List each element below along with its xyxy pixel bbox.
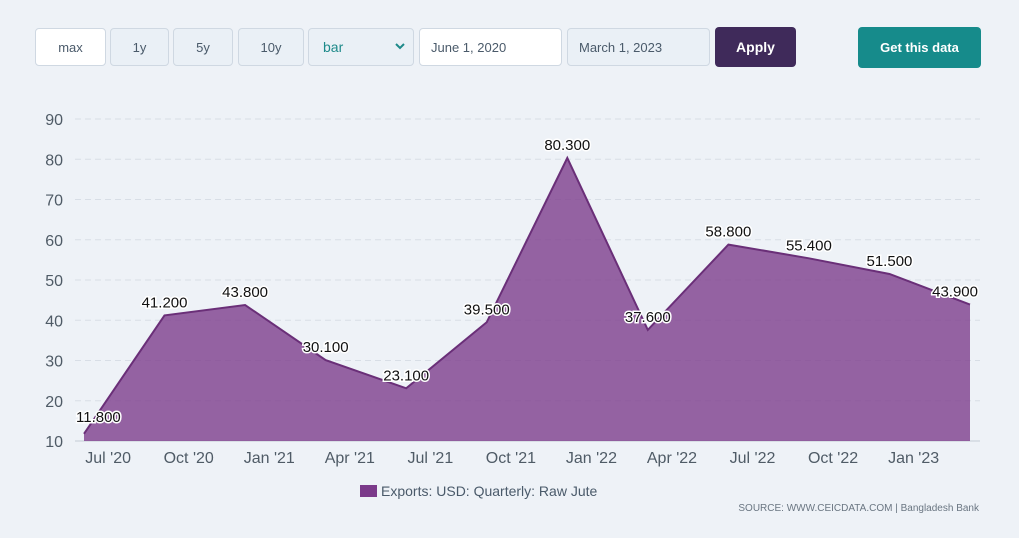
data-label: 80.300 [544, 137, 590, 154]
y-tick-label: 70 [45, 193, 63, 210]
y-tick-label: 30 [45, 354, 63, 371]
x-tick-label: Oct '21 [486, 450, 536, 467]
x-tick-label: Apr '22 [647, 450, 697, 467]
x-tick-label: Jan '21 [244, 450, 295, 467]
series-line [83, 155, 971, 435]
series-area [84, 158, 970, 441]
range-5y-button[interactable]: 5y [173, 28, 233, 66]
x-tick-label: Jul '20 [85, 450, 131, 467]
data-label: 43.800 [222, 284, 268, 301]
x-tick-label: Oct '22 [808, 450, 858, 467]
y-tick-label: 80 [45, 152, 63, 169]
y-tick-label: 10 [45, 434, 63, 451]
x-tick-label: Oct '20 [164, 450, 214, 467]
data-label: 23.100 [383, 367, 429, 384]
y-tick-label: 90 [45, 112, 63, 129]
source-note: SOURCE: WWW.CEICDATA.COM | Bangladesh Ba… [738, 503, 979, 514]
data-label: 58.800 [705, 224, 751, 241]
x-tick-label: Jul '22 [730, 450, 776, 467]
end-date-input[interactable]: March 1, 2023 [567, 28, 710, 66]
chart-toolbar: max 1y 5y 10y bar June 1, 2020 March 1, … [0, 0, 1019, 80]
apply-button[interactable]: Apply [715, 27, 796, 67]
data-label: 55.400 [786, 237, 832, 254]
data-label: 11.800 [76, 409, 121, 426]
data-label: 39.500 [464, 301, 510, 318]
y-axis: 10 20 30 40 50 60 70 80 90 [45, 112, 63, 451]
data-label: 30.100 [303, 339, 349, 356]
chart-type-select[interactable]: bar [308, 28, 414, 66]
range-10y-button[interactable]: 10y [238, 28, 304, 66]
legend-label: Exports: USD: Quarterly: Raw Jute [381, 483, 598, 499]
data-label: 41.200 [142, 294, 188, 311]
y-tick-label: 50 [45, 273, 63, 290]
data-label: 37.600 [625, 309, 671, 326]
chevron-down-icon [395, 43, 405, 50]
y-tick-label: 60 [45, 233, 63, 250]
data-label: 43.900 [932, 284, 978, 301]
legend-item[interactable]: Exports: USD: Quarterly: Raw Jute [360, 483, 597, 499]
y-tick-label: 40 [45, 313, 63, 330]
range-1y-button[interactable]: 1y [110, 28, 169, 66]
data-label: 51.500 [867, 253, 913, 270]
data-labels: 11.800 41.200 43.800 30.100 23.100 39.500 80.3… [75, 136, 980, 428]
y-tick-label: 20 [45, 394, 63, 411]
start-date-input[interactable]: June 1, 2020 [419, 28, 562, 66]
x-tick-label: Jan '22 [566, 450, 617, 467]
x-tick-label: Apr '21 [325, 450, 375, 467]
range-max-button[interactable]: max [35, 28, 106, 66]
x-tick-label: Jul '21 [407, 450, 453, 467]
get-data-button[interactable]: Get this data [858, 27, 981, 68]
chart-type-value: bar [323, 39, 344, 55]
x-axis: Jul '20 Oct '20 Jan '21 Apr '21 Jul '21 Oct '… [85, 450, 939, 467]
legend-swatch [360, 485, 377, 497]
x-tick-label: Jan '23 [888, 450, 939, 467]
series-area-group [83, 155, 971, 441]
